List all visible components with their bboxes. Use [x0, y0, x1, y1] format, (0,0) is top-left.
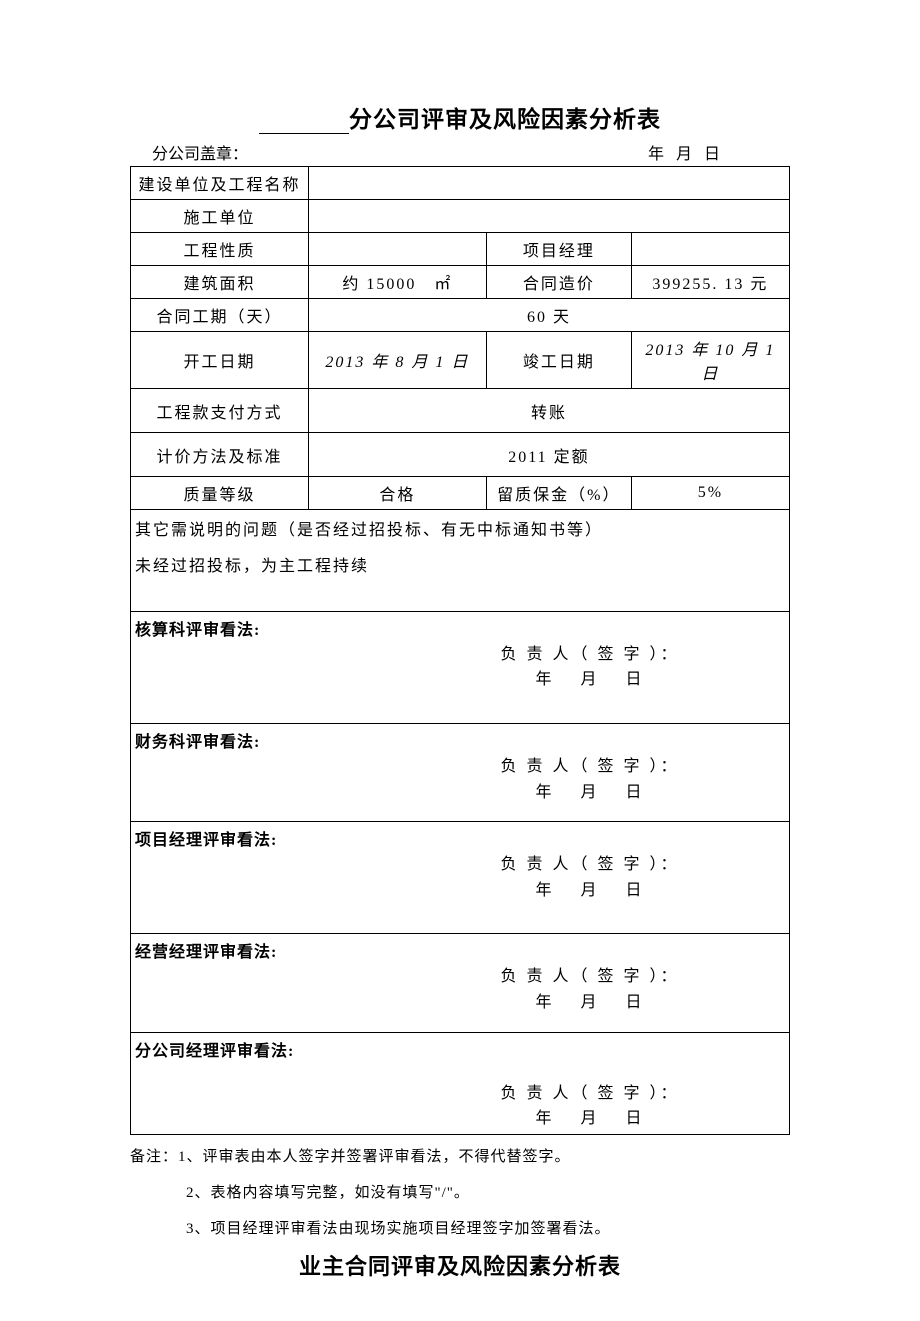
cell-end-label: 竣工日期: [486, 332, 631, 389]
sign-date: 年 月 日: [395, 990, 785, 1016]
page-title: 分公司评审及风险因素分析表: [130, 100, 790, 134]
notes-line2: 未经过招投标，为主工程持续: [135, 552, 785, 582]
opinion-mgr-label: 经营经理评审看法:: [135, 938, 785, 962]
cell-quality-value: 合格: [308, 477, 486, 510]
cell-retention-value: 5%: [631, 477, 789, 510]
remark-1: 备注：1、评审表由本人签字并签署评审看法，不得代替签字。: [130, 1139, 790, 1175]
opinion-accounting: 核算科评审看法: 负 责 人（ 签 字 ）： 年 月 日: [131, 611, 790, 723]
sign-date: 年 月 日: [395, 878, 785, 904]
sign-date: 年 月 日: [395, 1106, 785, 1132]
cell-start-value: 2013 年 8 月 1 日: [308, 332, 486, 389]
header-date: 年 月 日: [648, 140, 784, 164]
title-text: 分公司评审及风险因素分析表: [349, 107, 661, 132]
cell-nature-value: [308, 233, 486, 266]
remarks-block: 备注：1、评审表由本人签字并签署评审看法，不得代替签字。 2、表格内容填写完整，…: [130, 1135, 790, 1247]
remark-3: 3、项目经理评审看法由现场实施项目经理签字加签署看法。: [130, 1211, 790, 1247]
cell-period-value: 60 天: [308, 299, 789, 332]
cell-build-unit-label: 建设单位及工程名称: [131, 167, 309, 200]
sign-label: 负 责 人（ 签 字 ）：: [395, 964, 785, 990]
cell-pm-label: 项目经理: [486, 233, 631, 266]
opinion-finance: 财务科评审看法: 负 责 人（ 签 字 ）： 年 月 日: [131, 723, 790, 821]
sign-date: 年 月 日: [395, 667, 785, 693]
cell-nature-label: 工程性质: [131, 233, 309, 266]
sign-label: 负 责 人（ 签 字 ）：: [395, 642, 785, 668]
cell-payment-label: 工程款支付方式: [131, 389, 309, 433]
notes-line1: 其它需说明的问题（是否经过招投标、有无中标通知书等）: [135, 516, 785, 546]
remark-2: 2、表格内容填写完整，如没有填写"/"。: [130, 1175, 790, 1211]
cell-pm-value: [631, 233, 789, 266]
sign-label: 负 责 人（ 签 字 ）：: [395, 1081, 785, 1107]
stamp-label: 分公司盖章：: [152, 140, 248, 164]
cell-price-label: 合同造价: [486, 266, 631, 299]
cell-quality-label: 质量等级: [131, 477, 309, 510]
opinion-pm-label: 项目经理评审看法:: [135, 826, 785, 850]
cell-payment-value: 转账: [308, 389, 789, 433]
main-table: 建设单位及工程名称 施工单位 工程性质 项目经理 建筑面积 约 15000 ㎡ …: [130, 166, 790, 1135]
cell-pricing-label: 计价方法及标准: [131, 433, 309, 477]
cell-area-value: 约 15000 ㎡: [308, 266, 486, 299]
opinion-branch-mgr-label: 分公司经理评审看法:: [135, 1037, 785, 1061]
cell-period-label: 合同工期（天）: [131, 299, 309, 332]
other-notes-cell: 其它需说明的问题（是否经过招投标、有无中标通知书等） 未经过招投标，为主工程持续: [131, 510, 790, 612]
cell-area-label: 建筑面积: [131, 266, 309, 299]
sign-date: 年 月 日: [395, 780, 785, 806]
sign-label: 负 责 人（ 签 字 ）：: [395, 754, 785, 780]
opinion-finance-label: 财务科评审看法:: [135, 728, 785, 752]
opinion-branch-mgr: 分公司经理评审看法: 负 责 人（ 签 字 ）： 年 月 日: [131, 1032, 790, 1134]
cell-construct-unit-value: [308, 200, 789, 233]
cell-start-label: 开工日期: [131, 332, 309, 389]
header-row: 分公司盖章： 年 月 日: [130, 140, 790, 166]
cell-end-value: 2013 年 10 月 1 日: [631, 332, 789, 389]
sign-label: 负 责 人（ 签 字 ）：: [395, 852, 785, 878]
cell-pricing-value: 2011 定额: [308, 433, 789, 477]
cell-retention-label: 留质保金（%）: [486, 477, 631, 510]
opinion-accounting-label: 核算科评审看法:: [135, 616, 785, 640]
cell-build-unit-value: [308, 167, 789, 200]
cell-price-value: 399255. 13 元: [631, 266, 789, 299]
opinion-mgr: 经营经理评审看法: 负 责 人（ 签 字 ）： 年 月 日: [131, 934, 790, 1032]
opinion-pm: 项目经理评审看法: 负 责 人（ 签 字 ）： 年 月 日: [131, 822, 790, 934]
secondary-title: 业主合同评审及风险因素分析表: [130, 1249, 790, 1281]
cell-construct-unit-label: 施工单位: [131, 200, 309, 233]
title-blank-underline: [259, 133, 349, 134]
